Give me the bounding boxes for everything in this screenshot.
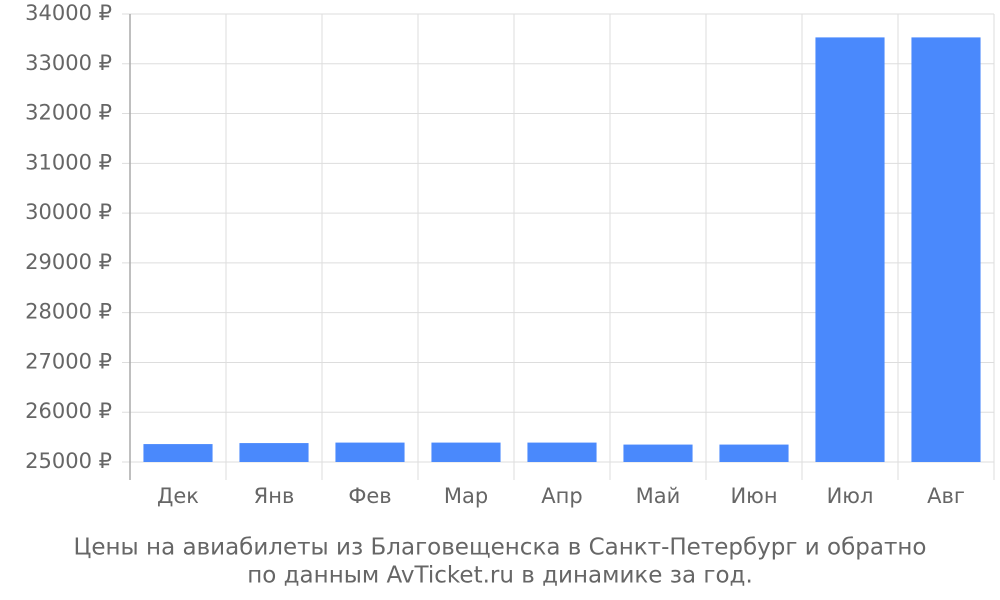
chart-title: Цены на авиабилеты из Благовещенска в Са…	[74, 535, 927, 561]
bar	[623, 444, 693, 462]
x-tick-label: Фев	[348, 484, 391, 508]
y-tick-label: 27000 ₽	[25, 349, 112, 373]
y-tick-label: 30000 ₽	[25, 200, 112, 224]
bar	[143, 444, 213, 462]
bar	[815, 37, 885, 462]
y-tick-label: 32000 ₽	[25, 101, 112, 125]
x-tick-label: Янв	[254, 484, 295, 508]
x-tick-label: Дек	[157, 484, 199, 508]
y-tick-label: 29000 ₽	[25, 250, 112, 274]
x-tick-label: Май	[636, 484, 681, 508]
x-tick-label: Июл	[827, 484, 874, 508]
y-tick-label: 25000 ₽	[25, 449, 112, 473]
x-tick-label: Авг	[927, 484, 965, 508]
y-tick-label: 31000 ₽	[25, 150, 112, 174]
y-tick-label: 28000 ₽	[25, 300, 112, 324]
bar	[239, 443, 309, 462]
bar	[335, 442, 405, 462]
y-tick-label: 33000 ₽	[25, 51, 112, 75]
bar	[911, 37, 981, 462]
bar	[431, 442, 501, 462]
x-tick-label: Июн	[730, 484, 777, 508]
bar	[719, 444, 789, 462]
y-tick-label: 34000 ₽	[25, 1, 112, 25]
x-tick-label: Мар	[444, 484, 488, 508]
chart-title: по данным AvTicket.ru в динамике за год.	[247, 563, 753, 589]
y-tick-label: 26000 ₽	[25, 399, 112, 423]
x-tick-label: Апр	[541, 484, 582, 508]
bar	[527, 442, 597, 462]
